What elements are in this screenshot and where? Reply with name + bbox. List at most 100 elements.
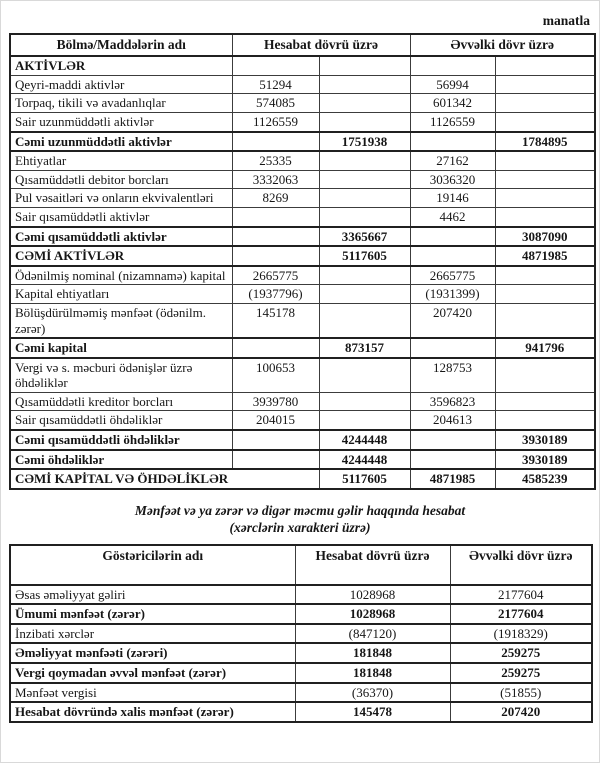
row-value [409, 245, 496, 267]
row-value: 3930189 [494, 429, 596, 451]
row-value: (1937796) [231, 284, 320, 304]
table-row: CƏMİ KAPİTAL VƏ ÖHDƏLİKLƏR 5117605 4871985… [9, 468, 596, 490]
table-row: Qeyri-maddi aktivlər 51294 56994 [9, 74, 596, 95]
row-value [494, 357, 596, 393]
row-value: 873157 [318, 337, 411, 359]
row-value: 100653 [231, 357, 320, 393]
row-value: 3087090 [494, 225, 596, 248]
row-label: Pul vəsaitləri və onların ekvivalentləri [9, 188, 233, 208]
row-label: Ümumi mənfəət (zərər) [9, 603, 296, 625]
income-statement-title-line2: (xərclərin xarakteri üzrə) [229, 519, 371, 535]
row-label: Vergi və s. məcburi ödənişlər üzrə öhdəl… [9, 357, 233, 393]
row-value [318, 55, 411, 76]
row-value [318, 169, 411, 190]
row-label: Sair uzunmüddətli aktivlər [9, 111, 233, 133]
row-value [494, 265, 596, 286]
row-value [318, 74, 411, 95]
row-value [409, 130, 496, 153]
row-value [409, 337, 496, 359]
row-value: 5117605 [318, 245, 411, 267]
row-label: Cəmi qısamüddətli öhdəliklər [9, 429, 233, 451]
table-row: Ehtiyatlar 25335 27162 [9, 150, 596, 171]
row-value: 4462 [409, 206, 496, 228]
table-row: Mənfəət vergisi (36370) (51855) [9, 682, 593, 703]
table-row: Qısamüddətli kreditor borcları 3939780 359… [9, 391, 596, 412]
income-header-current-period: Hesabat dövrü üzrə [294, 544, 451, 586]
row-value [231, 337, 320, 359]
balance-sheet-table: Bölmə/Maddələrin adı Hesabat dövrü üzrə … [9, 33, 596, 490]
table-row: Cəmi kapital 873157 941796 [9, 337, 596, 359]
row-value: 3365667 [318, 225, 411, 248]
row-value: 2177604 [449, 603, 593, 625]
row-value: (36370) [294, 682, 451, 703]
balance-header-row: Bölmə/Maddələrin adı Hesabat dövrü üzrə … [9, 33, 596, 58]
row-value: 259275 [449, 642, 593, 664]
row-value: 1126559 [409, 111, 496, 133]
row-value: 2665775 [231, 265, 320, 286]
row-label: İnzibati xərclər [9, 623, 296, 644]
row-value: 56994 [409, 74, 496, 95]
row-value: 145478 [294, 701, 451, 723]
row-value: 4585239 [494, 468, 596, 490]
row-value: 4871985 [409, 468, 496, 490]
row-value [494, 93, 596, 113]
row-label: Qeyri-maddi aktivlər [9, 74, 233, 95]
row-value [318, 302, 411, 339]
table-row: Ödənilmiş nominal (nizamnamə) kapital 266… [9, 265, 596, 286]
balance-table-body: AKTİVLƏR Qeyri-maddi aktivlər 51294 56994 To… [9, 55, 596, 490]
row-value: 5117605 [318, 468, 411, 490]
row-value [494, 74, 596, 95]
table-row: Əsas əməliyyat gəliri 1028968 2177604 [9, 584, 593, 605]
row-value: (1918329) [449, 623, 593, 644]
row-label: Torpaq, tikili və avadanlıqlar [9, 93, 233, 113]
table-row: CƏMİ AKTİVLƏR 5117605 4871985 [9, 245, 596, 267]
income-statement-table: Göstəricilərin adı Hesabat dövrü üzrə Əv… [9, 543, 593, 723]
table-row: Cəmi qısamüddətli öhdəliklər 4244448 39301… [9, 429, 596, 451]
row-value: 3332063 [231, 169, 320, 190]
row-value: 8269 [231, 188, 320, 208]
row-value: 128753 [409, 357, 496, 393]
row-label: Cəmi öhdəliklər [9, 448, 233, 471]
row-label: Bölüşdürülməmiş mənfəət (ödənilm. zərər) [9, 302, 233, 339]
row-value: 4871985 [494, 245, 596, 267]
row-value: 181848 [294, 642, 451, 664]
row-label: Cəmi qısamüddətli aktivlər [9, 225, 233, 248]
row-value [494, 284, 596, 304]
row-label: Kapital ehtiyatları [9, 284, 233, 304]
row-value: 4244448 [318, 429, 411, 451]
row-value [494, 410, 596, 431]
income-statement-title: Mənfəət və ya zərər və digər məcmu gəlir… [9, 503, 591, 537]
table-row: Vergi və s. məcburi ödənişlər üzrə öhdəl… [9, 357, 596, 393]
row-value: (847120) [294, 623, 451, 644]
row-value: 1751938 [318, 130, 411, 153]
row-label: Cəmi uzunmüddətli aktivlər [9, 130, 233, 153]
row-value: 4244448 [318, 448, 411, 471]
row-value [318, 111, 411, 133]
row-value [318, 265, 411, 286]
row-value: (1931399) [409, 284, 496, 304]
row-value [231, 245, 320, 267]
row-value: 204613 [409, 410, 496, 431]
row-value: 1784895 [494, 130, 596, 153]
table-row: Kapital ehtiyatları (1937796) (1931399) [9, 284, 596, 304]
table-row: Sair qısamüddətli aktivlər 4462 [9, 206, 596, 228]
row-value [318, 410, 411, 431]
row-value: 181848 [294, 661, 451, 684]
row-value: 1126559 [231, 111, 320, 133]
row-value [318, 150, 411, 171]
row-value: 51294 [231, 74, 320, 95]
row-value: 259275 [449, 661, 593, 684]
row-value [318, 391, 411, 412]
row-value: 3596823 [409, 391, 496, 412]
balance-header-previous-period: Əvvəlki dövr üzrə [409, 33, 596, 58]
income-header-name: Göstəricilərin adı [9, 544, 296, 586]
table-row: Pul vəsaitləri və onların ekvivalentləri… [9, 188, 596, 208]
row-value [231, 55, 320, 76]
row-value [318, 206, 411, 228]
row-value [231, 130, 320, 153]
row-value: 27162 [409, 150, 496, 171]
table-row: Hesabat dövründə xalis mənfəət (zərər) 14… [9, 701, 593, 723]
row-label: Vergi qoymadan əvvəl mənfəət (zərər) [9, 661, 296, 684]
row-label: Cəmi kapital [9, 337, 233, 359]
